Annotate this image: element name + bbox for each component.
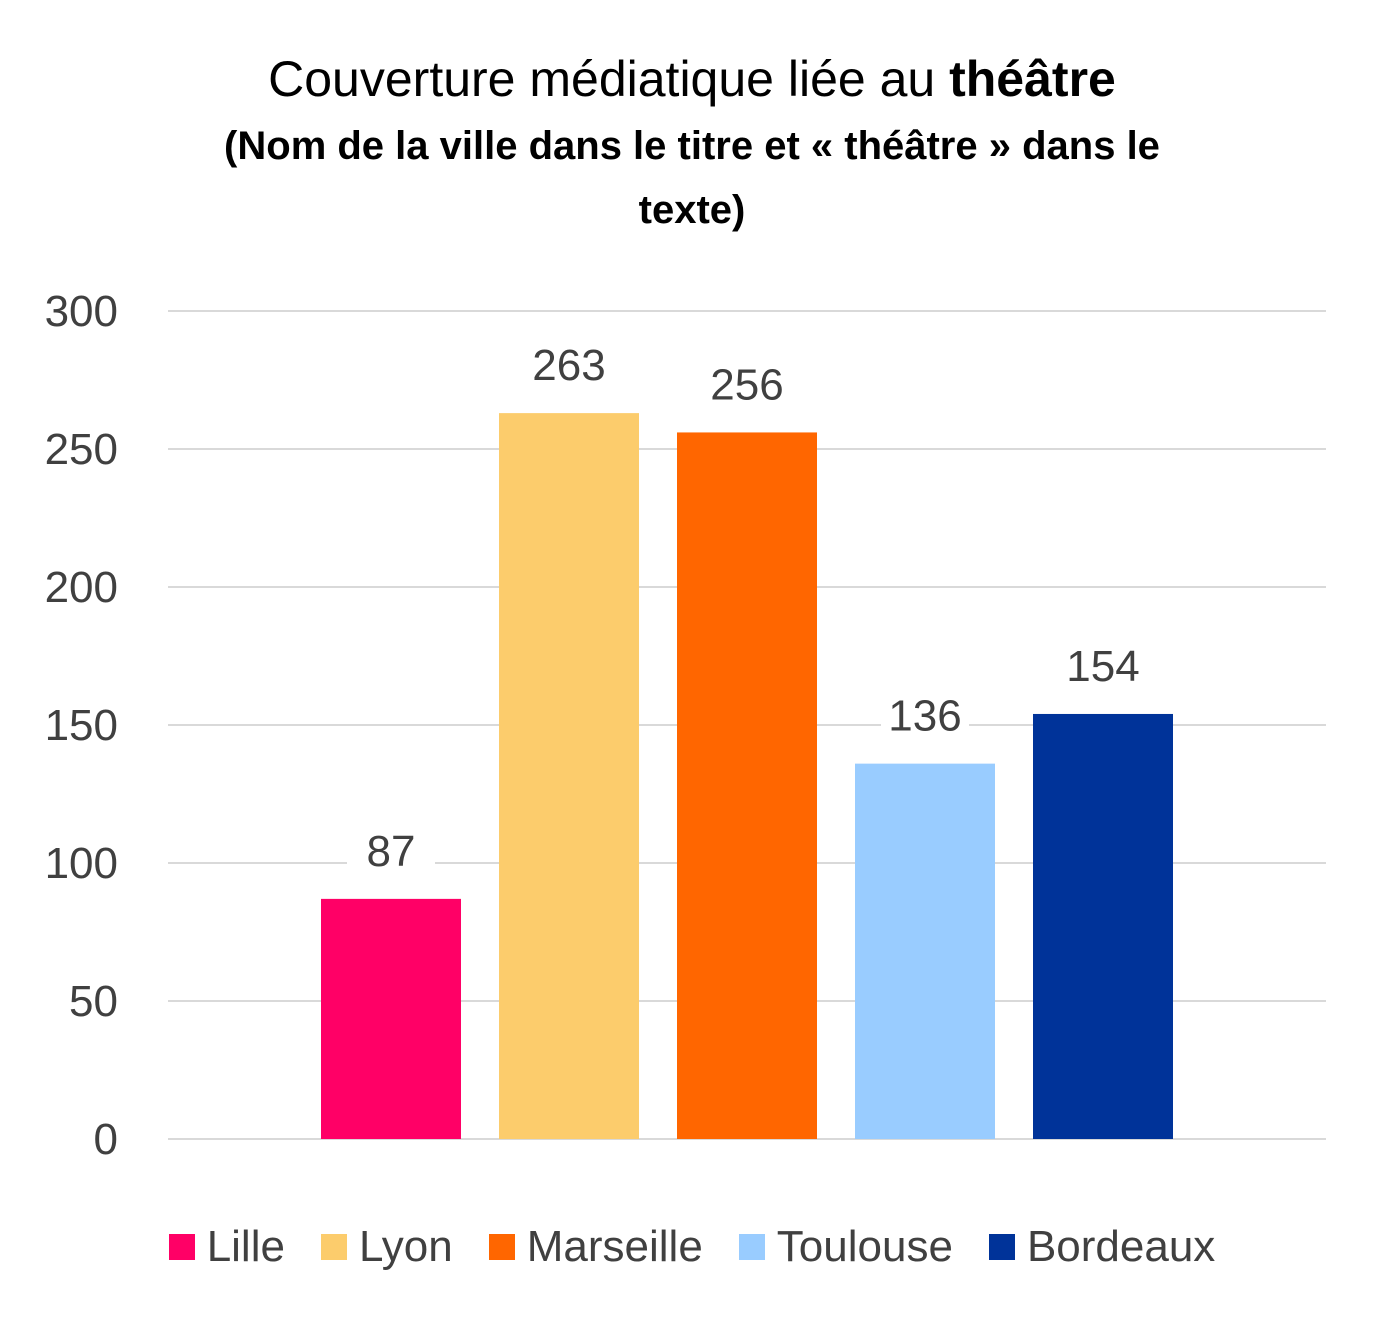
data-label-background	[1059, 639, 1147, 692]
legend-item-toulouse: Toulouse	[738, 1222, 953, 1272]
legend-item-marseille: Marseille	[488, 1222, 703, 1272]
data-label-background	[347, 824, 435, 877]
data-label: 87	[367, 827, 416, 876]
legend-label: Lille	[206, 1222, 285, 1271]
chart-title: Couverture médiatique liée au théâtre	[0, 44, 1384, 114]
bar-lyon	[499, 413, 639, 1139]
bar-lille	[321, 898, 461, 1139]
bar-marseille	[677, 432, 817, 1139]
y-tick-label: 0	[94, 1115, 118, 1164]
legend-item-bordeaux: Bordeaux	[988, 1222, 1216, 1272]
data-label-background	[881, 689, 969, 742]
data-label-background	[703, 358, 791, 411]
legend-label: Marseille	[526, 1222, 703, 1271]
y-tick-label: 50	[69, 977, 118, 1026]
legend-swatch	[738, 1234, 765, 1260]
legend-swatch	[988, 1234, 1015, 1260]
legend-item-lyon: Lyon	[320, 1222, 453, 1272]
legend-swatch	[168, 1234, 195, 1260]
y-tick-label: 100	[45, 839, 118, 888]
y-tick-label: 150	[45, 701, 118, 750]
data-label: 256	[710, 360, 783, 409]
bar-toulouse	[855, 763, 995, 1139]
legend-label: Lyon	[358, 1222, 453, 1271]
bar-bordeaux	[1033, 713, 1173, 1139]
chart-subtitle: (Nom de la ville dans le titre et « théâ…	[224, 124, 1160, 232]
y-tick-label: 250	[45, 425, 118, 474]
y-tick-label: 300	[45, 287, 118, 336]
legend-label: Toulouse	[776, 1222, 953, 1271]
data-label-background	[525, 339, 613, 392]
legend-item-lille: Lille	[168, 1222, 285, 1272]
bar-chart: 0 50 100 150 200 250 300 87 263 256 136 154	[45, 287, 1326, 1164]
chart-legend: Lille Lyon Marseille Toulouse Bordeaux	[0, 1222, 1384, 1272]
chart-title-regular: Couverture médiatique liée au	[268, 51, 950, 107]
chart-title-bold: théâtre	[949, 51, 1116, 107]
data-label: 136	[888, 692, 961, 741]
legend-swatch	[320, 1234, 347, 1260]
data-label: 154	[1066, 642, 1139, 691]
y-tick-label: 200	[45, 563, 118, 612]
legend-label: Bordeaux	[1026, 1222, 1216, 1271]
data-label: 263	[532, 341, 605, 390]
chart-title-block: Couverture médiatique liée au théâtre (N…	[0, 44, 1384, 242]
legend-swatch	[488, 1234, 515, 1260]
